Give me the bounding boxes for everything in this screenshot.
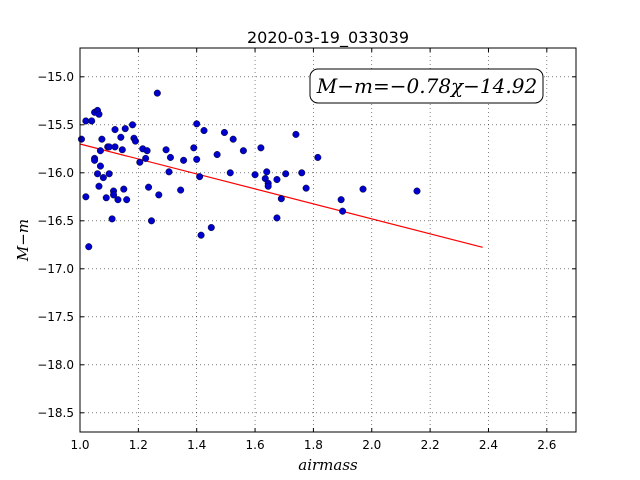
y-tick-label: −17.0 <box>37 262 74 276</box>
x-axis-label: airmass <box>298 456 358 474</box>
data-point <box>82 117 90 125</box>
data-points <box>77 89 421 251</box>
data-point <box>257 144 265 152</box>
data-point <box>77 135 85 143</box>
y-tick-label: −18.0 <box>37 358 74 372</box>
data-point <box>85 243 93 251</box>
data-point <box>105 143 113 151</box>
data-point <box>147 217 155 225</box>
y-tick-label: −15.5 <box>37 118 74 132</box>
data-point <box>239 147 247 155</box>
data-point <box>96 162 104 170</box>
data-point <box>282 170 290 178</box>
data-point <box>108 215 116 223</box>
data-point <box>193 120 201 128</box>
data-point <box>207 224 215 232</box>
data-point <box>200 127 208 135</box>
data-point <box>94 170 102 178</box>
data-point <box>226 169 234 177</box>
x-tick-label: 1.6 <box>246 438 265 452</box>
data-point <box>213 151 221 159</box>
data-point <box>166 153 174 161</box>
data-point <box>277 195 285 203</box>
data-point <box>190 144 198 152</box>
data-point <box>111 143 119 151</box>
x-tick-label: 1.8 <box>304 438 323 452</box>
data-point <box>129 121 137 129</box>
data-point <box>96 147 104 155</box>
data-point <box>264 182 272 190</box>
data-point <box>180 156 188 164</box>
plot-frame <box>79 47 577 433</box>
data-point <box>98 135 106 143</box>
annotation-text: M−m=−0.78χ−14.92 <box>316 74 537 98</box>
data-point <box>153 89 161 97</box>
data-point <box>155 191 163 199</box>
y-axis-label: M−m <box>14 219 32 262</box>
data-point <box>197 231 205 239</box>
data-point <box>136 158 144 166</box>
chart-title: 2020-03-19_033039 <box>247 28 409 48</box>
data-point <box>339 207 347 215</box>
data-point <box>292 130 300 138</box>
data-point <box>273 176 281 184</box>
data-point <box>162 146 170 154</box>
data-point <box>251 171 259 179</box>
data-point <box>273 214 281 222</box>
data-point <box>165 168 173 176</box>
data-point <box>298 169 306 177</box>
data-point <box>95 110 103 118</box>
x-tick-label: 1.2 <box>129 438 148 452</box>
data-point <box>145 183 153 191</box>
x-tick-label: 1.0 <box>70 438 89 452</box>
data-point <box>229 135 237 143</box>
y-tick-label: −17.5 <box>37 310 74 324</box>
x-tick-label: 2.6 <box>537 438 556 452</box>
plot-area <box>80 48 576 432</box>
y-tick-label: −15.0 <box>37 70 74 84</box>
x-tick-label: 2.4 <box>479 438 498 452</box>
data-point <box>123 196 131 204</box>
y-tick-label: −16.5 <box>37 214 74 228</box>
data-point <box>131 137 139 145</box>
data-point <box>220 128 228 136</box>
data-point <box>263 168 271 176</box>
data-point <box>102 194 110 202</box>
data-point <box>120 185 128 193</box>
data-point <box>314 153 322 161</box>
data-point <box>95 182 103 190</box>
data-point <box>413 187 421 195</box>
annotation-box <box>309 68 544 104</box>
data-point <box>110 191 118 199</box>
data-point <box>91 156 99 164</box>
data-point <box>359 185 367 193</box>
data-point <box>114 196 122 204</box>
y-tick-label: −16.0 <box>37 166 74 180</box>
data-point <box>118 146 126 154</box>
data-point <box>177 186 185 194</box>
data-point <box>117 133 125 141</box>
axis-ticks: 1.0 1.2 1.4 1.6 1.8 2.0 2.2 2.4 2.6 −15.0 −15.5 −16… <box>37 48 576 452</box>
data-point <box>302 184 310 192</box>
data-point <box>121 125 129 133</box>
y-tick-label: −18.5 <box>37 406 74 420</box>
data-point <box>111 126 119 134</box>
data-point <box>99 174 107 182</box>
data-point <box>143 147 151 155</box>
data-point <box>337 196 345 204</box>
equation-annotation: M−m=−0.78χ−14.92 <box>309 68 544 104</box>
x-tick-label: 1.4 <box>187 438 206 452</box>
x-tick-label: 2.0 <box>362 438 381 452</box>
x-tick-label: 2.2 <box>421 438 440 452</box>
data-point <box>105 170 113 178</box>
data-point <box>196 173 204 181</box>
data-point <box>193 155 201 163</box>
data-point <box>142 154 150 162</box>
data-point <box>88 117 96 125</box>
data-point <box>82 193 90 201</box>
